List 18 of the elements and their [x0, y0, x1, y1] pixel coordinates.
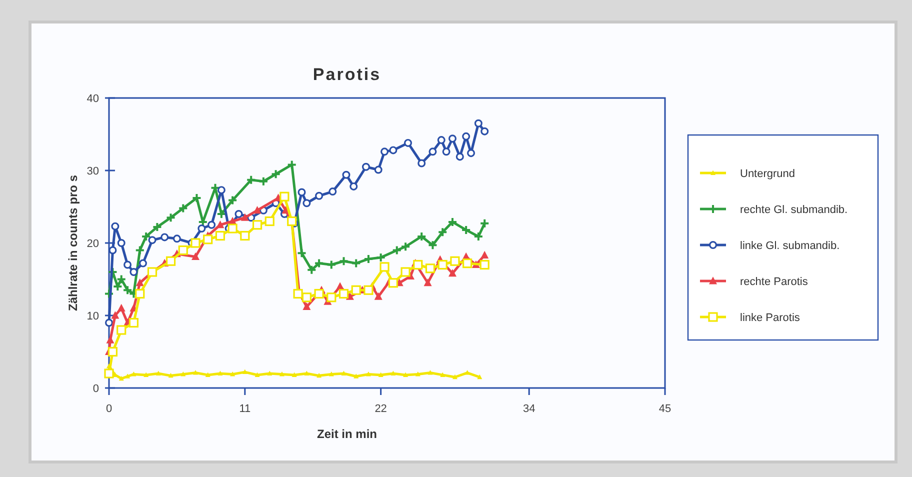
- y-tick-label: 20: [86, 238, 99, 250]
- legend-label: linke Gl. submandib.: [740, 240, 840, 252]
- legend-label: rechte Gl. submandib.: [740, 204, 848, 216]
- y-axis-title: Zählrate in counts pro s: [66, 174, 80, 312]
- x-tick-label: 0: [106, 403, 112, 415]
- y-tick-label: 30: [86, 166, 99, 178]
- chart-title: Parotis: [312, 65, 382, 84]
- y-tick-label: 10: [86, 310, 99, 322]
- x-tick-label: 11: [239, 403, 251, 415]
- y-tick-label: 0: [92, 383, 99, 395]
- legend-label: rechte Parotis: [740, 276, 808, 288]
- x-tick-label: 34: [522, 403, 536, 415]
- x-tick-label: 45: [658, 403, 672, 415]
- y-tick-label: 40: [86, 93, 99, 105]
- legend-label: Untergrund: [740, 168, 796, 180]
- x-tick-label: 22: [374, 403, 387, 415]
- x-axis-title: Zeit in min: [317, 427, 377, 441]
- legend-label: linke Parotis: [740, 312, 800, 324]
